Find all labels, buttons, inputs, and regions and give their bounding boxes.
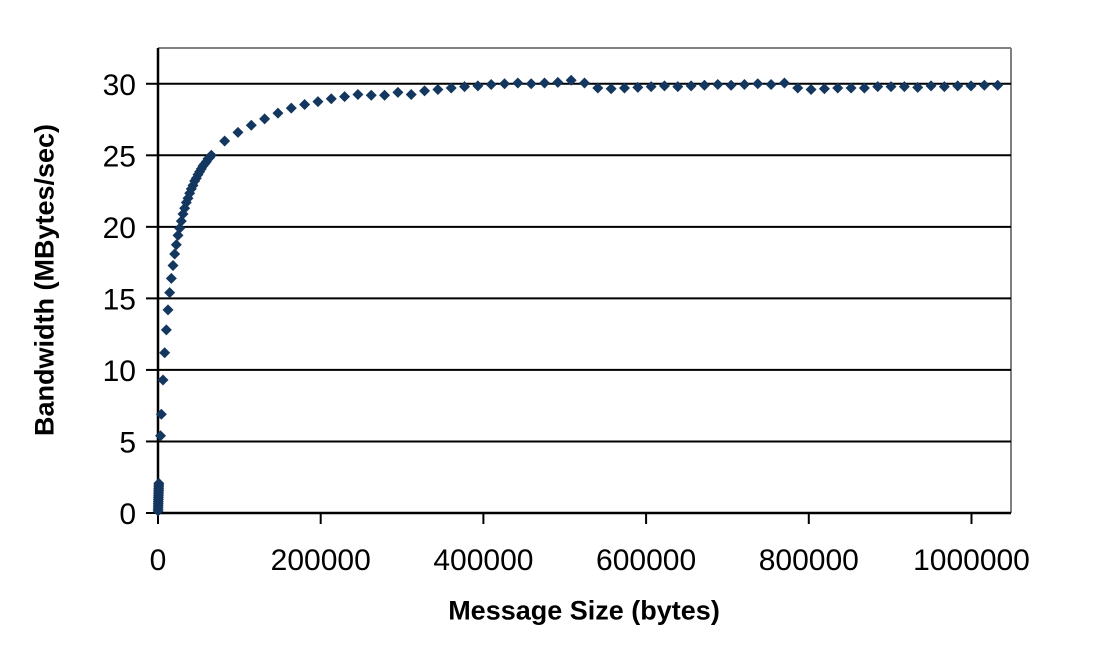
data-point — [765, 78, 777, 90]
plot-border — [158, 47, 1012, 513]
data-point — [658, 80, 670, 92]
data-point — [938, 81, 950, 93]
data-point — [858, 82, 870, 94]
data-point — [912, 81, 924, 93]
y-tick-label: 30 — [103, 69, 136, 102]
data-point — [978, 79, 990, 91]
y-axis-title: Bandwidth (MBytes/sec) — [29, 123, 60, 437]
data-point — [672, 81, 684, 93]
y-tick-label: 5 — [119, 426, 136, 459]
data-point — [164, 287, 176, 299]
data-point — [738, 78, 750, 90]
data-point — [925, 80, 937, 92]
data-point — [752, 78, 764, 90]
y-tick-label: 15 — [103, 283, 136, 316]
data-point — [725, 79, 737, 91]
data-point — [379, 89, 391, 101]
data-point — [499, 78, 511, 90]
data-point — [339, 91, 351, 103]
data-point — [232, 126, 244, 138]
data-point — [832, 82, 844, 94]
gridlines — [158, 82, 1011, 443]
data-point — [170, 239, 182, 251]
data-point — [885, 81, 897, 93]
data-point — [157, 374, 169, 386]
data-point — [205, 149, 217, 161]
x-tick-label: 200000 — [271, 544, 371, 577]
tick-marks — [146, 82, 973, 524]
data-point — [325, 93, 337, 105]
x-tick-label: 400000 — [433, 544, 533, 577]
data-point — [805, 83, 817, 95]
data-point — [432, 83, 444, 95]
data-point — [592, 82, 604, 94]
x-tick-label: 800000 — [759, 544, 859, 577]
data-point — [698, 79, 710, 91]
data-point — [445, 82, 457, 94]
data-point — [645, 81, 657, 93]
data-point — [539, 77, 551, 89]
data-point — [272, 107, 284, 119]
data-point — [992, 79, 1004, 91]
x-axis-title: Message Size (bytes) — [448, 595, 720, 626]
data-point — [898, 81, 910, 93]
data-point — [153, 477, 165, 489]
x-tick-labels: 0 200000 400000 600000 800000 1000000 — [150, 544, 1030, 577]
data-point — [605, 83, 617, 95]
data-point — [162, 304, 174, 316]
data-point — [245, 119, 257, 131]
data-point — [712, 78, 724, 90]
data-point — [167, 259, 179, 271]
data-point — [818, 83, 830, 95]
y-tick-label: 0 — [119, 498, 136, 531]
data-point — [154, 430, 166, 442]
data-point — [552, 76, 564, 88]
y-tick-label: 10 — [103, 355, 136, 388]
data-point — [778, 77, 790, 89]
data-point — [165, 272, 177, 284]
axes — [156, 48, 1011, 515]
y-tick-label: 20 — [103, 212, 136, 245]
data-point — [565, 74, 577, 86]
data-point — [472, 80, 484, 92]
data-point — [618, 82, 630, 94]
data-point — [160, 324, 172, 336]
x-tick-label: 0 — [150, 544, 167, 577]
data-point — [259, 113, 271, 125]
data-point — [792, 82, 804, 94]
data-point — [159, 347, 171, 359]
x-tick-label: 600000 — [596, 544, 696, 577]
data-point — [299, 99, 311, 111]
data-point — [485, 78, 497, 90]
data-point — [845, 82, 857, 94]
data-point — [352, 89, 364, 100]
data-point — [512, 77, 524, 89]
data-point — [405, 89, 417, 100]
data-point — [219, 135, 231, 147]
data-point — [285, 102, 297, 114]
data-point — [579, 77, 590, 89]
data-point — [685, 80, 697, 92]
data-point — [952, 80, 964, 92]
data-point — [169, 248, 181, 260]
data-points — [152, 74, 1004, 517]
data-point — [155, 408, 167, 420]
data-point — [392, 86, 404, 98]
data-point — [312, 96, 324, 108]
data-point — [632, 81, 644, 93]
x-tick-label: 1000000 — [913, 544, 1030, 577]
y-tick-labels: 0 5 10 15 20 25 30 — [103, 69, 136, 531]
data-point — [459, 81, 471, 93]
data-point — [365, 89, 377, 101]
data-point — [965, 80, 977, 92]
data-point — [525, 78, 537, 90]
data-point — [872, 81, 884, 93]
data-point — [419, 85, 431, 97]
y-tick-label: 25 — [103, 140, 136, 173]
